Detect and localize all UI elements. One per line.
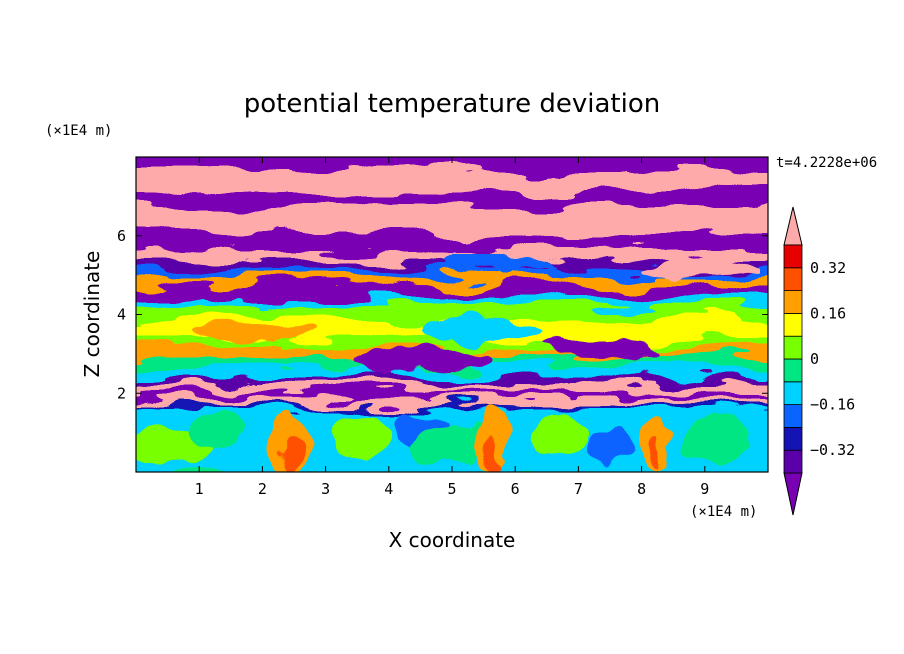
x-tick-label: 1	[195, 480, 204, 498]
chart-title: potential temperature deviation	[244, 89, 660, 119]
colorbar-extend-high	[783, 206, 803, 246]
x-tick-label: 5	[447, 480, 456, 498]
x-tick-label: 4	[384, 480, 393, 498]
colorbar-label: 0.32	[810, 259, 846, 277]
colorbar: 0.32 0.16 0 −0.16 −0.32	[783, 206, 855, 516]
colorbar-label: −0.32	[810, 441, 855, 459]
colorbar-swatch	[783, 358, 803, 383]
colorbar-swatch	[783, 244, 803, 269]
y-axis-label: Z coordinate	[80, 251, 104, 378]
x-tick-label: 6	[511, 480, 520, 498]
x-axis: 1 2 3 4 5 6 7 8 9	[195, 157, 709, 498]
colorbar-swatch	[783, 267, 803, 291]
colorbar-swatch	[783, 426, 803, 451]
y-unit-label: (×1E4 m)	[45, 123, 112, 139]
y-tick-label: 4	[117, 306, 126, 324]
colorbar-label: 0.16	[810, 304, 846, 322]
time-label: t=4.2228e+06	[776, 155, 877, 171]
y-tick-label: 2	[117, 384, 126, 402]
colorbar-swatch	[783, 449, 803, 474]
y-tick-label: 6	[117, 227, 126, 245]
colorbar-swatch	[783, 290, 803, 314]
colorbar-label: 0	[810, 350, 819, 368]
colorbar-swatch	[783, 381, 803, 405]
colorbar-label: −0.16	[810, 396, 855, 414]
colorbar-swatch	[783, 335, 803, 360]
x-axis-label: X coordinate	[389, 528, 516, 552]
x-tick-label: 9	[700, 480, 709, 498]
colorbar-swatch	[783, 312, 803, 337]
x-unit-label: (×1E4 m)	[690, 504, 757, 520]
y-axis: 2 4 6	[117, 227, 768, 402]
colorbar-extend-low	[783, 472, 803, 516]
x-tick-label: 3	[321, 480, 330, 498]
heatmap-field	[136, 157, 768, 472]
x-tick-label: 8	[637, 480, 646, 498]
colorbar-swatch	[783, 404, 803, 428]
x-tick-label: 7	[574, 480, 583, 498]
x-tick-label: 2	[258, 480, 267, 498]
